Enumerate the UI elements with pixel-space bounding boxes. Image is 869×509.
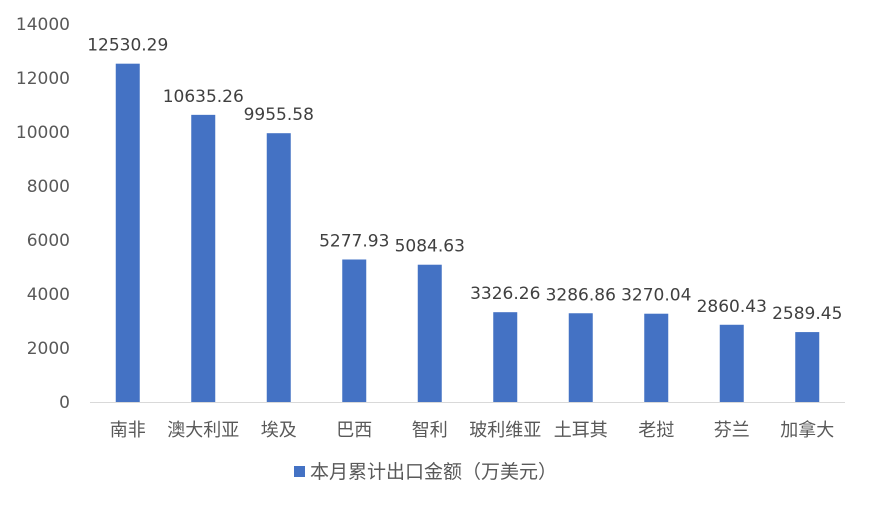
data-label: 5084.63 <box>395 237 465 257</box>
y-tick-label: 2000 <box>27 339 70 359</box>
bar <box>568 313 593 402</box>
bar <box>493 312 518 402</box>
bar <box>644 313 669 402</box>
legend-label: 本月累计出口金额（万美元） <box>310 461 557 483</box>
bar <box>417 264 442 402</box>
data-label: 2589.45 <box>772 304 842 324</box>
y-tick-label: 14000 <box>16 15 70 35</box>
category-label: 南非 <box>110 420 146 441</box>
data-label: 5277.93 <box>319 231 389 251</box>
category-label: 加拿大 <box>780 419 834 441</box>
data-label: 2860.43 <box>697 297 767 317</box>
data-label: 12530.29 <box>87 36 168 56</box>
category-label: 澳大利亚 <box>167 420 239 441</box>
category-label: 巴西 <box>336 420 372 441</box>
bars <box>115 63 820 403</box>
data-label: 10635.26 <box>163 87 244 107</box>
y-axis: 0 2000 4000 6000 8000 10000 12000 14000 <box>16 15 70 413</box>
data-label: 3270.04 <box>621 286 691 306</box>
category-label: 土耳其 <box>554 420 608 441</box>
y-tick-label: 4000 <box>27 285 70 305</box>
category-label: 埃及 <box>261 420 297 441</box>
bar <box>795 332 820 402</box>
y-tick-label: 0 <box>59 393 70 413</box>
bar <box>266 133 291 402</box>
category-label: 玻利维亚 <box>469 420 541 441</box>
category-label: 智利 <box>412 420 448 441</box>
category-label: 老挝 <box>638 420 674 441</box>
y-tick-label: 10000 <box>16 123 70 143</box>
bar <box>342 259 367 402</box>
y-tick-label: 12000 <box>16 69 70 89</box>
category-label: 芬兰 <box>714 420 750 441</box>
bar <box>719 324 744 402</box>
data-label: 9955.58 <box>244 105 314 125</box>
category-labels: 南非 澳大利亚 埃及 巴西 智利 玻利维亚 土耳其 老挝 芬兰 加拿大 <box>110 419 835 441</box>
data-label: 3326.26 <box>470 284 540 304</box>
bar <box>191 114 216 403</box>
data-label: 3286.86 <box>546 285 616 305</box>
legend: 本月累计出口金额（万美元） <box>294 461 557 483</box>
y-tick-label: 8000 <box>27 177 70 197</box>
bar <box>115 63 140 403</box>
legend-swatch <box>294 466 305 477</box>
y-tick-label: 6000 <box>27 231 70 251</box>
